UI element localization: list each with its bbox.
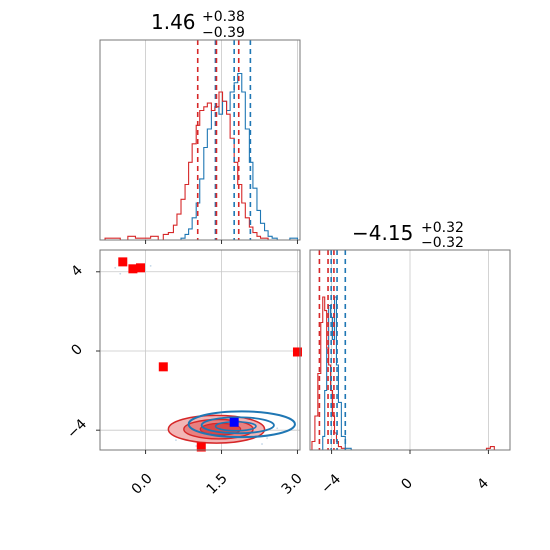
top-histogram-ticks — [145, 240, 298, 244]
joint-faint-point-7 — [276, 427, 279, 430]
top-histogram-step-0 — [105, 72, 299, 241]
top-histogram-frame — [99, 39, 301, 241]
joint-scatter-points — [118, 257, 302, 452]
x-tick-label-0: 0.0 — [129, 471, 156, 498]
y-tick-label-0: 4 — [68, 262, 86, 280]
y-tick-label-1: 0 — [68, 341, 86, 359]
joint-scatter-contours — [167, 410, 296, 444]
red-marker-1 — [128, 264, 138, 274]
right-x-tick-label-1: 0 — [398, 475, 416, 493]
top-histogram-grid — [145, 40, 298, 240]
top-histogram-title: 1.46 — [151, 10, 196, 34]
top-histogram-step-1 — [104, 91, 298, 241]
joint-faint-point-2 — [149, 264, 152, 267]
right-histogram-panel: −4.15 +0.32 −0.32 −4 0 4 — [309, 220, 511, 497]
blue-marker-0 — [229, 417, 239, 427]
joint-scatter-ticks — [96, 271, 298, 454]
red-marker-2 — [136, 263, 146, 273]
joint-scatter-frame — [99, 249, 301, 451]
right-histogram-step-1 — [311, 296, 495, 451]
right-x-tick-label-0: −4 — [318, 471, 344, 497]
blue-contour-middle — [200, 416, 275, 435]
joint-faint-point-3 — [119, 272, 122, 275]
top-histogram-quantile-lines — [196, 40, 252, 240]
joint-faint-point-10 — [195, 445, 198, 447]
right-histogram-step-0 — [311, 296, 495, 451]
top-title-sub: −0.39 — [202, 25, 245, 41]
right-title-sup: +0.32 — [421, 220, 464, 236]
right-histogram-ticks — [331, 450, 489, 454]
red-marker-5 — [292, 347, 302, 357]
top-title-value: 1.46 — [151, 10, 196, 34]
joint-faint-point-9 — [261, 443, 263, 445]
blue-contour-outer — [187, 410, 296, 439]
red-marker-0 — [118, 257, 128, 267]
right-x-tick-label-2: 4 — [474, 475, 492, 493]
right-title-sub: −0.32 — [421, 235, 464, 251]
right-title-value: −4.15 — [352, 221, 413, 245]
joint-faint-point-4 — [175, 439, 177, 441]
x-tick-label-2: 3.0 — [279, 471, 306, 498]
right-histogram-quantile-lines — [318, 250, 347, 450]
x-tick-label-1: 1.5 — [204, 471, 231, 498]
top-histogram-series — [104, 72, 299, 241]
joint-faint-point-0 — [114, 266, 117, 269]
top-title-sup: +0.38 — [202, 9, 245, 25]
top-histogram-panel: 1.46 +0.38 −0.39 — [99, 9, 301, 244]
right-histogram-grid — [331, 250, 489, 450]
right-histogram-series — [311, 296, 495, 451]
joint-faint-point-6 — [266, 437, 268, 440]
red-marker-4 — [196, 442, 206, 452]
y-tick-label-2: −4 — [64, 416, 90, 442]
joint-scatter-panel: 0.0 1.5 3.0 4 0 −4 — [64, 249, 306, 498]
red-marker-3 — [158, 362, 168, 372]
